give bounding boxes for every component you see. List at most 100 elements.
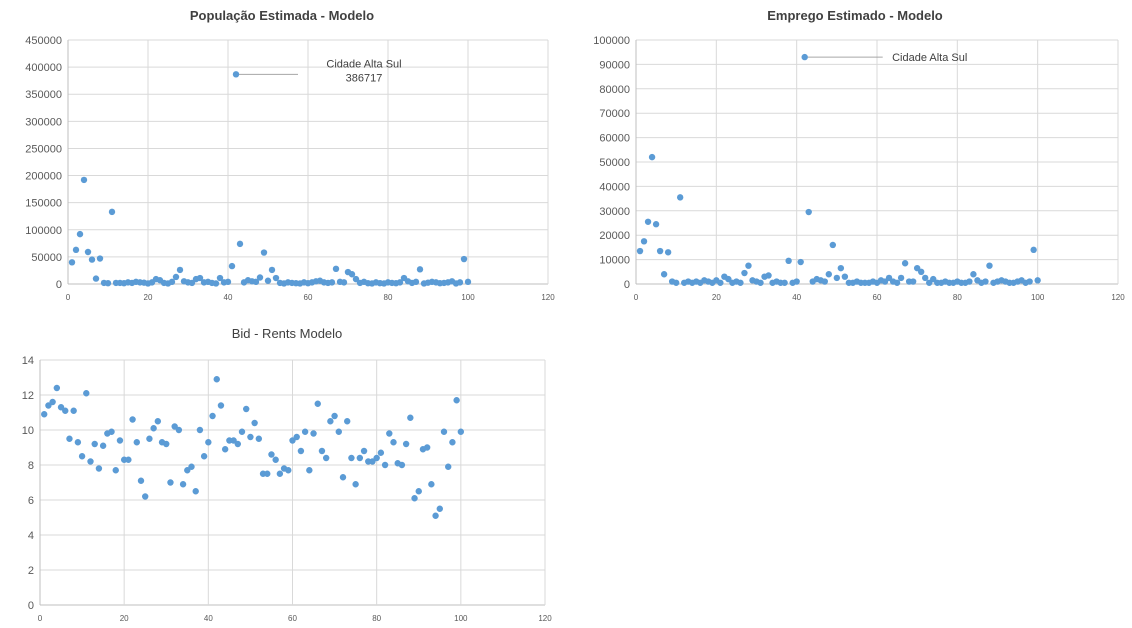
- data-point: [129, 416, 136, 423]
- data-point: [175, 426, 183, 434]
- data-point: [801, 53, 808, 61]
- data-point: [377, 449, 385, 456]
- data-point: [272, 456, 279, 463]
- data-point: [457, 428, 465, 435]
- data-point: [369, 458, 376, 465]
- data-point: [652, 221, 660, 228]
- data-point: [841, 273, 849, 280]
- y-tick-label: 8: [28, 460, 34, 472]
- data-point: [228, 262, 236, 270]
- data-point: [133, 439, 140, 446]
- data-point: [352, 275, 360, 283]
- data-point: [188, 463, 195, 470]
- data-point: [276, 470, 284, 477]
- data-point: [247, 433, 254, 441]
- y-tick-label: 0: [624, 279, 630, 291]
- data-point: [344, 418, 351, 425]
- data-point: [41, 411, 48, 418]
- data-point: [80, 176, 88, 184]
- x-tick-label: 60: [873, 293, 882, 302]
- data-point: [221, 446, 229, 453]
- data-point: [390, 439, 397, 446]
- data-point: [331, 412, 338, 420]
- data-point: [986, 262, 993, 269]
- data-point: [224, 278, 232, 286]
- data-point: [171, 423, 178, 430]
- data-point: [453, 397, 460, 404]
- data-point: [660, 271, 668, 278]
- data-point: [116, 437, 124, 444]
- data-point: [741, 269, 748, 277]
- data-point: [112, 467, 119, 474]
- annotation-value: 386717: [346, 72, 383, 84]
- x-tick-label: 120: [541, 293, 555, 302]
- data-point: [104, 279, 112, 287]
- data-point: [272, 274, 280, 282]
- x-tick-label: 0: [38, 614, 43, 623]
- data-point: [310, 430, 317, 437]
- data-point: [717, 279, 724, 286]
- data-point: [256, 274, 264, 281]
- data-point: [243, 405, 250, 413]
- data-point: [53, 384, 61, 392]
- data-point: [84, 248, 92, 256]
- data-point: [335, 428, 342, 435]
- data-point: [230, 437, 237, 444]
- x-tick-label: 120: [1111, 293, 1125, 302]
- data-point: [70, 407, 77, 414]
- data-point: [172, 273, 180, 281]
- y-tick-label: 450000: [25, 35, 62, 47]
- y-tick-label: 200000: [25, 171, 62, 183]
- data-point: [212, 280, 220, 287]
- data-point: [644, 218, 652, 225]
- data-point: [793, 278, 800, 285]
- data-point: [837, 264, 845, 272]
- data-point: [57, 404, 65, 411]
- data-point: [1030, 246, 1037, 254]
- x-tick-label: 20: [144, 293, 153, 302]
- data-point: [893, 279, 901, 286]
- data-point: [66, 435, 73, 442]
- y-tick-label: 10: [22, 425, 34, 437]
- data-point: [91, 440, 98, 448]
- x-tick-label: 80: [372, 614, 381, 623]
- data-point: [217, 402, 225, 409]
- data-point: [92, 275, 100, 282]
- data-point: [423, 444, 431, 451]
- data-point: [352, 481, 359, 488]
- data-point: [970, 271, 977, 278]
- data-point: [232, 71, 240, 78]
- data-point: [137, 477, 145, 484]
- data-point: [96, 255, 104, 262]
- y-tick-label: 350000: [25, 89, 62, 101]
- data-point: [192, 488, 199, 495]
- chart-title: Bid - Rents Modelo: [232, 326, 343, 341]
- data-point: [428, 481, 435, 488]
- x-tick-label: 60: [288, 614, 297, 623]
- data-point: [264, 277, 272, 284]
- data-point: [49, 398, 56, 406]
- data-point: [293, 433, 300, 441]
- x-tick-label: 100: [1031, 293, 1045, 302]
- data-point: [440, 428, 448, 435]
- x-tick-label: 0: [66, 293, 71, 302]
- data-point: [785, 257, 792, 265]
- data-point: [146, 435, 153, 442]
- data-point: [402, 440, 410, 448]
- data-point: [83, 390, 90, 397]
- data-point: [805, 208, 812, 216]
- y-tick-label: 40000: [599, 181, 630, 193]
- data-point: [360, 447, 368, 455]
- data-point: [829, 241, 837, 249]
- data-point: [72, 246, 80, 254]
- data-point: [179, 481, 187, 488]
- chart-bid-rents: Bid - Rents Modelo 0 2 4 6 8 10 12 14 0 20 40 60 80 10…: [22, 326, 552, 623]
- data-point: [672, 279, 680, 286]
- data-point: [897, 274, 905, 282]
- data-point: [648, 153, 656, 161]
- y-tick-label: 12: [22, 390, 34, 402]
- data-point: [464, 278, 472, 286]
- y-tick-label: 90000: [599, 59, 630, 71]
- data-point: [901, 260, 909, 267]
